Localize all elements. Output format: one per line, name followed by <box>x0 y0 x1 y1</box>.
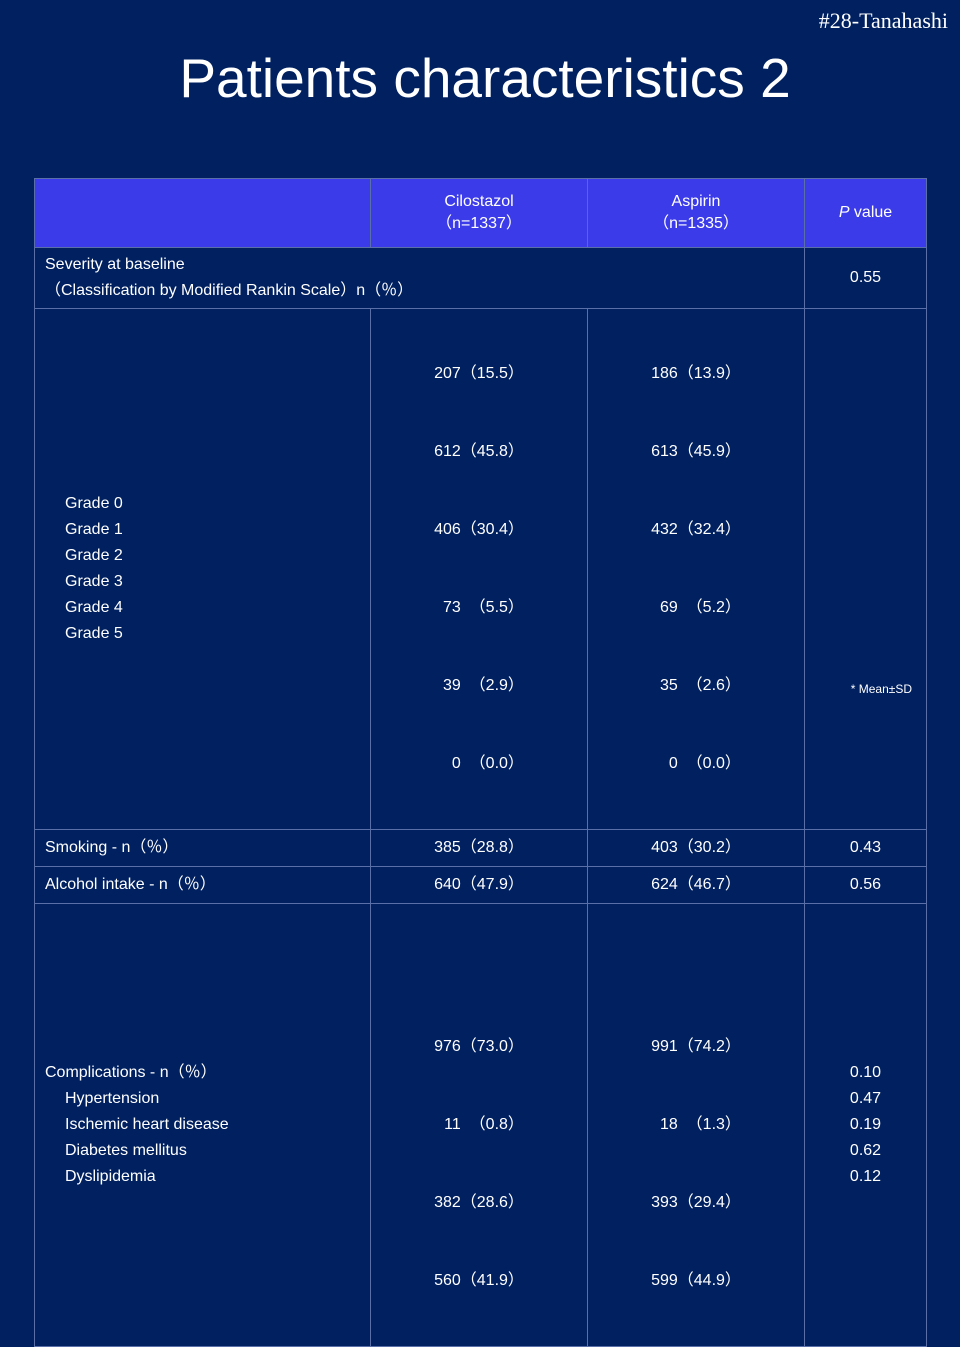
grade-cilostazol-value: 73 （5.5） <box>442 599 524 616</box>
grades-label-cell: Grade 0 Grade 1 Grade 2 Grade 3 Grade 4 … <box>34 308 371 830</box>
smoking-aspirin: 403（30.2） <box>587 829 805 867</box>
grade-label: Grade 0 <box>65 495 123 512</box>
grade-cilostazol-value: 612（45.8） <box>434 443 524 460</box>
slide-tag: #28-Tanahashi <box>818 8 948 33</box>
header-p-italic: P <box>838 204 850 221</box>
grade-label: Grade 1 <box>65 521 123 538</box>
grade-aspirin-value: 69 （5.2） <box>659 599 741 616</box>
complication-cilostazol-value: 976（73.0） <box>434 1038 524 1055</box>
header-aspirin-name: Aspirin <box>671 193 721 210</box>
complication-aspirin-value: 599（44.9） <box>651 1272 741 1289</box>
severity-label-cell: Severity at baseline （Classification by … <box>34 247 805 309</box>
complications-blank-line <box>651 956 741 982</box>
header-empty-cell <box>34 178 371 248</box>
complication-p-value: 0.10 <box>849 1064 882 1081</box>
patient-characteristics-table: Cilostazol （n=1337） Aspirin （n=1335） P v… <box>34 178 927 1347</box>
header-cilostazol: Cilostazol （n=1337） <box>370 178 588 248</box>
complications-p-value-cell: 0.10 0.47 0.19 0.62 0.12 <box>804 903 927 1347</box>
table-row-grades: Grade 0 Grade 1 Grade 2 Grade 3 Grade 4 … <box>34 308 927 830</box>
grade-aspirin-value: 0 （0.0） <box>668 755 741 772</box>
table-row-smoking: Smoking - n（％） 385（28.8） 403（30.2） 0.43 <box>34 829 927 867</box>
complications-label: Complications - n（％） <box>45 1064 217 1081</box>
complication-cilostazol-value: 382（28.6） <box>434 1194 524 1211</box>
complication-p-value: 0.12 <box>849 1168 882 1185</box>
complication-cilostazol-value: 560（41.9） <box>434 1272 524 1289</box>
smoking-cilostazol: 385（28.8） <box>370 829 588 867</box>
severity-p-value: 0.55 <box>804 247 927 309</box>
header-p-rest: value <box>849 204 893 221</box>
complication-p-value: 0.62 <box>849 1142 882 1159</box>
grade-label: Grade 5 <box>65 625 123 642</box>
complication-p-value: 0.19 <box>849 1116 882 1133</box>
grades-cilostazol-cell: 207（15.5） 612（45.8） 406（30.4） 73 （5.5） 3… <box>370 308 588 830</box>
complication-item: Diabetes mellitus <box>65 1142 187 1159</box>
complications-cilostazol-cell: 976（73.0） 11 （0.8） 382（28.6） 560（41.9） <box>370 903 588 1347</box>
complication-item: Hypertension <box>65 1090 160 1107</box>
alcohol-cilostazol: 640（47.9） <box>370 866 588 904</box>
grade-aspirin-value: 186（13.9） <box>651 365 741 382</box>
grade-label: Grade 2 <box>65 547 123 564</box>
alcohol-label: Alcohol intake - n（％） <box>34 866 371 904</box>
complication-cilostazol-value: 11 （0.8） <box>444 1116 524 1133</box>
complication-aspirin-value: 991（74.2） <box>651 1038 741 1055</box>
grade-cilostazol-value: 406（30.4） <box>434 521 524 538</box>
slide-title: Patients characteristics 2 <box>179 47 791 109</box>
alcohol-p-value: 0.56 <box>804 866 927 904</box>
header-cilostazol-name: Cilostazol <box>444 193 514 210</box>
severity-label-line1: Severity at baseline <box>45 256 185 273</box>
grade-cilostazol-value: 39 （2.9） <box>442 677 524 694</box>
grade-cilostazol-value: 207（15.5） <box>434 365 524 382</box>
header-aspirin: Aspirin （n=1335） <box>587 178 805 248</box>
complications-label-cell: Complications - n（％） Hypertension Ischem… <box>34 903 371 1347</box>
complication-p-value: 0.47 <box>849 1090 882 1107</box>
grades-p-value-cell <box>804 308 927 830</box>
grade-aspirin-value: 432（32.4） <box>651 521 741 538</box>
footnote: * Mean±SD <box>850 682 912 696</box>
header-aspirin-n: （n=1335） <box>653 215 739 232</box>
grade-label: Grade 3 <box>65 573 123 590</box>
complication-aspirin-value: 393（29.4） <box>651 1194 741 1211</box>
grade-label: Grade 4 <box>65 599 123 616</box>
grade-aspirin-value: 613（45.9） <box>651 443 741 460</box>
complications-aspirin-cell: 991（74.2） 18 （1.3） 393（29.4） 599（44.9） <box>587 903 805 1347</box>
severity-label-line2: （Classification by Modified Rankin Scale… <box>45 282 414 299</box>
header-p-value: P value <box>804 178 927 248</box>
grades-aspirin-cell: 186（13.9） 613（45.9） 432（32.4） 69 （5.2） 3… <box>587 308 805 830</box>
complication-item: Ischemic heart disease <box>65 1116 229 1133</box>
grade-aspirin-value: 35 （2.6） <box>659 677 741 694</box>
complication-aspirin-value: 18 （1.3） <box>659 1116 741 1133</box>
header-cilostazol-n: （n=1337） <box>436 215 522 232</box>
table-row-complications: Complications - n（％） Hypertension Ischem… <box>34 903 927 1347</box>
table-header-row: Cilostazol （n=1337） Aspirin （n=1335） P v… <box>34 178 927 248</box>
smoking-p-value: 0.43 <box>804 829 927 867</box>
grade-cilostazol-value: 0 （0.0） <box>451 755 524 772</box>
smoking-label: Smoking - n（％） <box>34 829 371 867</box>
alcohol-aspirin: 624（46.7） <box>587 866 805 904</box>
complication-item: Dyslipidemia <box>65 1168 156 1185</box>
table-row-severity: Severity at baseline （Classification by … <box>34 247 927 309</box>
table-row-alcohol: Alcohol intake - n（％） 640（47.9） 624（46.7… <box>34 866 927 904</box>
complications-blank-line <box>434 956 524 982</box>
